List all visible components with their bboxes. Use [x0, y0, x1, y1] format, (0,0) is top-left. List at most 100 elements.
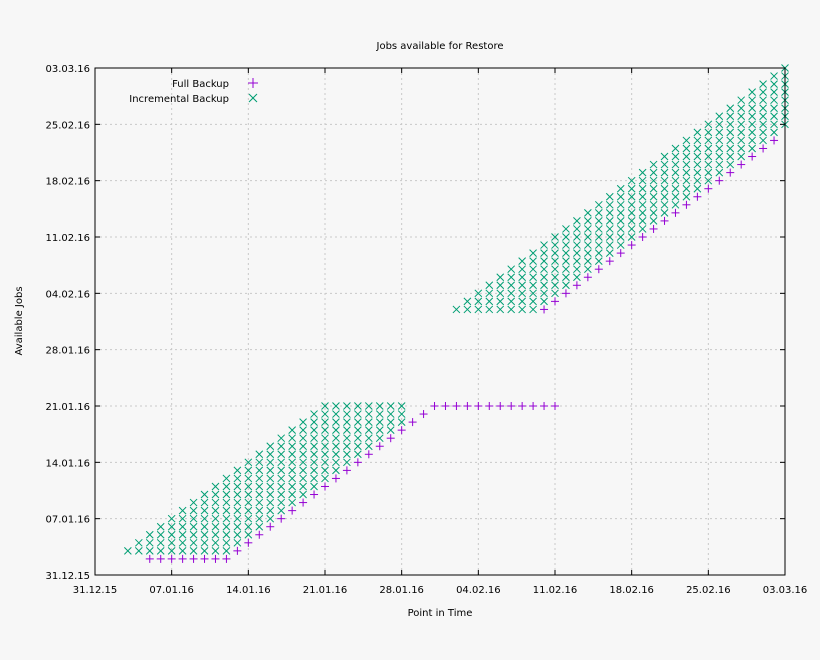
- incremental-backup-point-b: [354, 418, 362, 426]
- incremental-backup-point-b: [244, 458, 253, 467]
- full-backup-point: [507, 402, 516, 410]
- incremental-backup-point: [288, 466, 296, 475]
- incremental-backup-point: [518, 297, 526, 306]
- incremental-backup-point: [660, 152, 669, 161]
- incremental-backup-point-b: [496, 289, 505, 298]
- incremental-backup-point-b: [299, 474, 307, 483]
- full-backup-point: [737, 160, 746, 169]
- incremental-backup-point: [529, 273, 537, 282]
- x-tick-label: 04.02.16: [456, 585, 501, 596]
- incremental-backup-point-b: [671, 152, 680, 161]
- incremental-backup-point: [463, 305, 472, 314]
- incremental-backup-point-b: [605, 217, 614, 225]
- incremental-backup-point-b: [616, 200, 625, 209]
- incremental-backup-point-b: [222, 482, 231, 491]
- incremental-backup-point-b: [682, 168, 691, 177]
- full-backup-point: [693, 192, 702, 201]
- incremental-backup-point-b: [737, 152, 746, 161]
- incremental-backup-point: [343, 450, 351, 459]
- incremental-backup-point-b: [562, 273, 570, 282]
- incremental-backup-point: [594, 233, 603, 241]
- incremental-backup-point-b: [627, 233, 636, 241]
- incremental-backup-point: [200, 498, 209, 507]
- incremental-backup-point: [737, 120, 746, 129]
- incremental-backup-point-b: [266, 458, 275, 467]
- incremental-backup-point: [671, 168, 680, 177]
- incremental-backup-point-b: [485, 305, 494, 314]
- incremental-backup-point-b: [562, 225, 570, 233]
- incremental-backup-point: [660, 200, 669, 209]
- incremental-backup-point-b: [693, 176, 702, 185]
- incremental-backup-point-b: [551, 273, 559, 282]
- incremental-backup-point-b: [255, 450, 264, 459]
- incremental-backup-point-b: [255, 458, 264, 467]
- incremental-backup-point: [321, 458, 329, 467]
- incremental-backup-point-b: [474, 289, 483, 298]
- full-backup-point: [353, 458, 362, 467]
- incremental-backup-point-b: [584, 209, 592, 217]
- incremental-backup-point: [343, 418, 351, 426]
- incremental-backup-point: [299, 434, 307, 443]
- incremental-backup-point-b: [321, 458, 329, 467]
- full-backup-point: [178, 554, 187, 563]
- incremental-backup-point: [682, 136, 691, 145]
- incremental-backup-point: [244, 490, 253, 499]
- incremental-backup-point-b: [354, 434, 362, 443]
- incremental-backup-point-b: [343, 410, 351, 418]
- incremental-backup-point-b: [386, 410, 395, 418]
- incremental-backup-point-b: [594, 249, 603, 257]
- incremental-backup-point-b: [649, 176, 658, 185]
- incremental-backup-point: [529, 297, 537, 306]
- incremental-backup-point-b: [748, 96, 756, 105]
- incremental-backup-point-b: [715, 160, 724, 169]
- incremental-backup-point: [343, 458, 351, 467]
- incremental-backup-point-b: [584, 265, 592, 274]
- incremental-backup-point: [266, 466, 275, 475]
- x-tick-label: 31.12.15: [73, 585, 118, 596]
- incremental-backup-point-b: [156, 530, 165, 539]
- incremental-backup-point-b: [573, 241, 581, 249]
- incremental-backup-point: [649, 192, 658, 201]
- incremental-backup-point-b: [343, 458, 351, 467]
- incremental-backup-point-b: [562, 257, 570, 265]
- full-backup-point: [441, 402, 450, 410]
- incremental-backup-point-b: [364, 426, 373, 434]
- incremental-backup-point-b: [277, 466, 286, 475]
- incremental-backup-point: [551, 289, 559, 298]
- incremental-backup-point: [693, 136, 702, 145]
- incremental-backup-point: [178, 522, 187, 531]
- incremental-backup-point-b: [364, 442, 373, 451]
- incremental-backup-point: [277, 434, 286, 443]
- incremental-backup-point-b: [540, 281, 548, 290]
- incremental-backup-point-b: [200, 506, 209, 515]
- incremental-backup-point: [726, 152, 735, 161]
- incremental-backup-point-b: [244, 506, 253, 515]
- incremental-backup-point: [627, 209, 636, 217]
- incremental-backup-point-b: [321, 450, 329, 459]
- incremental-backup-point-b: [627, 200, 636, 209]
- incremental-backup-point-b: [605, 225, 614, 233]
- y-tick-label: 31.12.15: [45, 571, 90, 582]
- incremental-backup-point: [222, 474, 231, 483]
- incremental-backup-point-b: [562, 241, 570, 249]
- incremental-backup-point-b: [693, 152, 702, 161]
- incremental-backup-point-b: [266, 506, 275, 515]
- incremental-backup-point: [452, 305, 461, 314]
- incremental-backup-point-b: [496, 273, 505, 282]
- incremental-backup-point: [693, 168, 702, 177]
- incremental-backup-point-b: [649, 217, 658, 225]
- incremental-backup-point: [638, 225, 647, 233]
- incremental-backup-point-b: [627, 217, 636, 225]
- incremental-backup-point: [704, 152, 713, 161]
- incremental-backup-point: [671, 200, 680, 209]
- incremental-backup-point-b: [474, 305, 483, 314]
- x-tick-label: 07.01.16: [149, 585, 194, 596]
- y-tick-label: 14.01.16: [45, 458, 90, 469]
- incremental-backup-point-b: [277, 506, 286, 515]
- incremental-backup-point: [616, 192, 625, 201]
- incremental-backup-point-b: [770, 128, 778, 137]
- incremental-backup-point-b: [518, 281, 526, 290]
- incremental-backup-point: [485, 297, 494, 306]
- x-tick-label: 18.02.16: [609, 585, 654, 596]
